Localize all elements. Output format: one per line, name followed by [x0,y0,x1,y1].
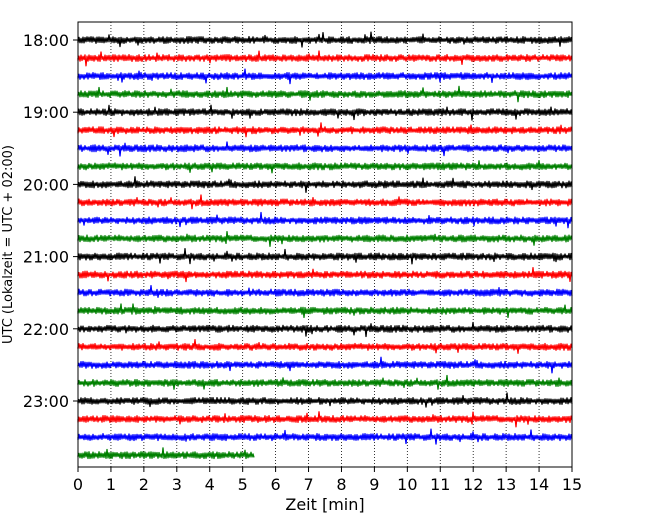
x-tick-label: 3 [172,475,182,494]
trace-line [77,356,573,374]
trace-line [77,447,255,460]
trace-line [77,248,573,265]
trace-line [77,230,573,247]
trace-line [77,374,573,390]
trace-line [77,85,573,103]
trace-line [77,338,573,354]
x-tick-label: 0 [73,475,83,494]
x-tick-label: 8 [336,475,346,494]
x-tick-label: 11 [430,475,450,494]
trace-line [77,194,573,210]
y-axis: 18:00 19:00 20:00 21:00 22:00 23:00 [23,31,78,411]
x-tick-label: 15 [562,475,582,494]
x-tick-label: 1 [106,475,116,494]
x-tick-label: 6 [271,475,281,494]
trace-line [77,411,573,428]
x-tick-label: 5 [238,475,248,494]
trace-line [77,428,573,445]
x-tick-label: 14 [529,475,549,494]
x-tick-label: 9 [369,475,379,494]
x-axis: 0 1 2 3 4 5 6 7 8 9 10 11 12 13 14 15 [73,467,582,494]
trace-group [77,31,573,460]
trace-line [77,267,573,283]
trace-line [77,50,573,67]
y-tick-label: 18:00 [23,31,69,50]
trace-line [77,160,573,174]
trace-line [77,321,573,338]
trace-line [77,141,573,157]
trace-line [77,31,573,48]
trace-line [77,211,573,229]
trace-line [77,68,573,85]
x-tick-label: 4 [205,475,215,494]
y-tick-label: 21:00 [23,248,69,267]
trace-line [77,176,573,193]
y-tick-label: 20:00 [23,175,69,194]
y-tick-label: 19:00 [23,103,69,122]
plot-frame [77,21,573,468]
x-tick-label: 13 [496,475,516,494]
trace-line [77,104,573,121]
x-axis-label: Zeit [min] [285,495,364,514]
y-tick-label: 23:00 [23,392,69,411]
y-axis-label: UTC (Lokalzeit = UTC + 02:00) [1,145,16,344]
x-tick-label: 2 [139,475,149,494]
trace-line [77,392,573,408]
x-tick-label: 7 [303,475,313,494]
trace-line [77,284,573,298]
x-tick-label: 12 [463,475,483,494]
trace-line [77,303,573,319]
y-tick-label: 22:00 [23,320,69,339]
x-grid [110,22,540,467]
x-tick-label: 10 [397,475,417,494]
trace-line [77,122,573,138]
